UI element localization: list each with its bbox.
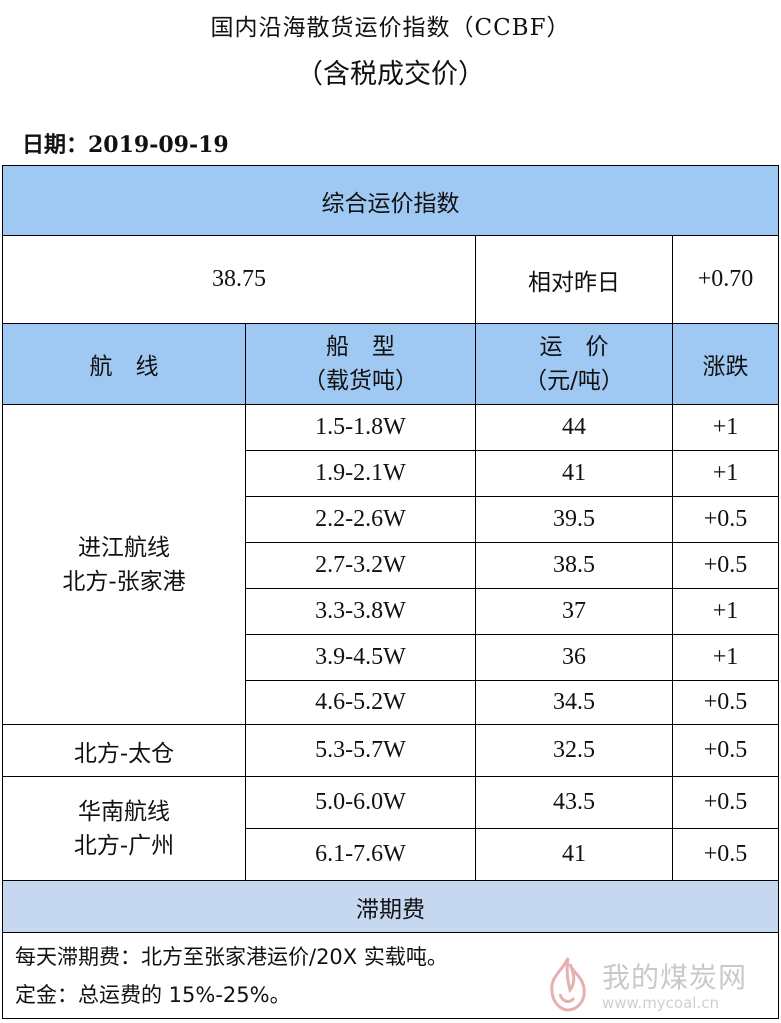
table-row: 北方-太仓 5.3-5.7W 32.5 +0.5	[2, 724, 779, 777]
price-unit: （元/吨）	[524, 368, 624, 394]
ship-type-cell: 1.5-1.8W	[245, 404, 476, 451]
demurrage-heading: 滞期费	[2, 880, 779, 933]
route-name-cell: 进江航线 北方-张家港	[2, 404, 246, 725]
column-header-price: 运 价 （元/吨）	[475, 323, 673, 405]
watermark-url: www.mycoal.cn	[602, 994, 719, 1012]
price-cell: 41	[475, 828, 673, 881]
table-row: 6.1-7.6W 41 +0.5	[3, 828, 779, 881]
demurrage-note-daily: 每天滞期费：北方至张家港运价/20X 实载吨。	[15, 944, 448, 969]
route-name-line1: 华南航线	[78, 798, 170, 825]
freight-index-table: 综合运价指数 38.75 相对昨日 +0.70 航 线 船 型 （载货吨） 运 …	[2, 165, 779, 1019]
route-name-cell: 北方-太仓	[2, 724, 246, 777]
demurrage-notes: 每天滞期费：北方至张家港运价/20X 实载吨。 定金：总运费的 15%-25%。	[2, 932, 779, 1019]
price-cell: 32.5	[475, 724, 673, 777]
table-row: 3.9-4.5W 36 +1	[3, 634, 779, 681]
ship-type-cell: 3.9-4.5W	[245, 634, 476, 681]
watermark-text: 我的煤炭网	[602, 961, 748, 994]
price-cell: 39.5	[475, 496, 673, 543]
table-row: 3.3-3.8W 37 +1	[3, 588, 779, 635]
price-label: 运 价	[539, 334, 609, 360]
ship-type-cell: 3.3-3.8W	[245, 588, 476, 635]
price-cell: 36	[475, 634, 673, 681]
ship-type-cell: 5.0-6.0W	[245, 776, 476, 829]
compare-label: 相对昨日	[475, 235, 673, 324]
page-subtitle: （含税成交价）	[296, 59, 485, 90]
ship-type-cell: 1.9-2.1W	[245, 450, 476, 497]
composite-index-heading: 综合运价指数	[2, 165, 779, 236]
ship-type-cell: 2.7-3.2W	[245, 542, 476, 589]
price-cell: 34.5	[475, 680, 673, 725]
price-cell: 44	[475, 404, 673, 451]
change-cell: +0.5	[672, 496, 779, 543]
route-name-line2: 北方-张家港	[62, 568, 186, 595]
change-cell: +0.5	[672, 776, 779, 829]
demurrage-note-deposit: 定金：总运费的 15%-25%。	[15, 982, 291, 1007]
price-cell: 38.5	[475, 542, 673, 589]
column-header-route: 航 线	[2, 323, 246, 405]
table-row: 进江航线 北方-张家港 1.5-1.8W 44 +1	[2, 404, 779, 725]
change-cell: +1	[672, 450, 779, 497]
column-header-change: 涨跌	[672, 323, 779, 405]
price-cell: 43.5	[475, 776, 673, 829]
change-cell: +1	[672, 404, 779, 451]
change-cell: +0.5	[672, 680, 779, 725]
change-cell: +1	[672, 588, 779, 635]
composite-index-value: 38.75	[2, 235, 476, 324]
change-cell: +0.5	[672, 828, 779, 881]
ship-type-cell: 6.1-7.6W	[245, 828, 476, 881]
route-name-line1: 进江航线	[78, 534, 170, 561]
flame-logo-icon	[550, 957, 586, 1012]
change-cell: +0.5	[672, 542, 779, 589]
ship-type-cell: 4.6-5.2W	[245, 680, 476, 725]
page-title: 国内沿海散货运价指数（CCBF）	[210, 15, 571, 41]
table-row: 4.6-5.2W 34.5 +0.5	[3, 680, 779, 725]
ship-type-label: 船 型	[326, 334, 395, 360]
change-cell: +1	[672, 634, 779, 681]
compare-value: +0.70	[672, 235, 779, 324]
watermark: 我的煤炭网 www.mycoal.cn	[540, 950, 770, 1020]
ship-type-cell: 5.3-5.7W	[245, 724, 476, 777]
ship-type-cell: 2.2-2.6W	[245, 496, 476, 543]
ship-type-unit: （载货吨）	[303, 368, 418, 394]
column-header-ship-type: 船 型 （载货吨）	[245, 323, 476, 405]
price-cell: 37	[475, 588, 673, 635]
table-row: 华南航线 北方-广州 5.0-6.0W 43.5 +0.5	[2, 776, 779, 881]
change-cell: +0.5	[672, 724, 779, 777]
price-cell: 41	[475, 450, 673, 497]
route-name-cell: 华南航线 北方-广州	[2, 776, 246, 881]
report-date: 日期：2019-09-19	[22, 132, 229, 158]
table-row: 1.9-2.1W 41 +1	[3, 450, 779, 497]
route-name-line2: 北方-广州	[73, 832, 175, 859]
